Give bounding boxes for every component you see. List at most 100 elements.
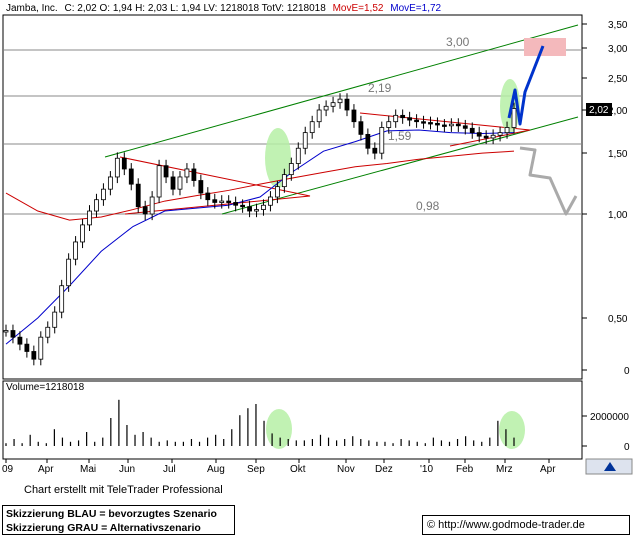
price-candle-body xyxy=(351,109,357,123)
time-tick-label: Aug xyxy=(207,464,225,475)
level-label: 3,00 xyxy=(446,35,470,49)
price-candle-body xyxy=(170,176,176,190)
highlight-ellipses xyxy=(265,38,566,449)
price-candle-body xyxy=(442,124,447,127)
price-candle-body xyxy=(448,123,454,127)
price-candle-body xyxy=(386,121,392,128)
price-candle-body xyxy=(358,121,364,135)
source-link[interactable]: © http://www.godmode-trader.de xyxy=(422,515,630,535)
current-price-label: 2,02 xyxy=(589,105,609,116)
chart-credit: Chart erstellt mit TeleTrader Profession… xyxy=(24,484,223,496)
volume-panel-frame xyxy=(2,380,583,460)
volume-bars xyxy=(5,399,515,446)
level-label: 2,19 xyxy=(368,81,392,95)
price-candle-body xyxy=(177,176,183,190)
ma2-readout: MovE=1,72 xyxy=(390,3,441,14)
volume-highlight-2 xyxy=(499,411,525,449)
price-candle-body xyxy=(414,119,419,123)
red-triangle-1 xyxy=(119,156,311,215)
instrument-name: Jamba, Inc. xyxy=(6,3,58,14)
price-candle-body xyxy=(212,199,218,203)
price-candle-body xyxy=(114,157,120,178)
time-tick-label: Mai xyxy=(80,464,96,475)
price-candle-body xyxy=(421,121,426,124)
price-candle-body xyxy=(66,258,72,287)
price-candle-body xyxy=(483,135,489,139)
price-candle-body xyxy=(73,241,78,260)
upper-channel-line xyxy=(104,24,579,158)
level-label: 0,98 xyxy=(416,199,440,213)
price-candle-body xyxy=(233,202,239,206)
price-candle-body xyxy=(87,210,92,226)
price-candle-body xyxy=(101,188,106,201)
price-candle-body xyxy=(428,122,433,125)
time-tick-label: Okt xyxy=(290,464,306,475)
target-zone-box xyxy=(524,38,566,56)
price-candle-body xyxy=(316,109,322,123)
price-candle-body xyxy=(274,186,280,198)
grey-scenario-path xyxy=(519,146,578,216)
price-candle-body xyxy=(107,176,113,190)
price-tick-label: 1,50 xyxy=(608,149,628,160)
time-tick-label: Feb xyxy=(456,464,474,475)
price-candle-body xyxy=(121,157,127,170)
time-tick-label: Nov xyxy=(337,464,355,475)
price-candle-body xyxy=(365,133,371,149)
price-candle-body xyxy=(511,108,517,128)
price-candle-body xyxy=(17,336,23,345)
blue-scenario-path xyxy=(507,45,545,126)
price-candle-body xyxy=(435,122,440,126)
price-candle-body xyxy=(393,114,399,123)
price-tick-label: 3,00 xyxy=(608,44,628,55)
price-candle-body xyxy=(372,147,378,154)
ma1-readout: MovE=1,52 xyxy=(333,3,384,14)
price-candle-body xyxy=(288,163,294,176)
price-candle-body xyxy=(128,168,134,185)
price-candle-body xyxy=(94,199,99,212)
price-candle-body xyxy=(52,311,58,328)
time-tick-label: Apr xyxy=(38,464,54,475)
time-tick-label: Sep xyxy=(247,464,265,475)
price-candle-body xyxy=(281,174,287,188)
volume-axis: 2000000 0 xyxy=(582,412,630,453)
price-candle-body xyxy=(268,196,273,206)
price-tick-label: 2,50 xyxy=(608,74,628,85)
header-title: Jamba, Inc. C: 2,02 O: 1,94 H: 2,03 L: 1… xyxy=(6,3,442,14)
volume-tick-label: 2000000 xyxy=(590,412,629,423)
price-candle-body xyxy=(504,127,510,134)
price-candle-body xyxy=(226,200,232,203)
lower-channel-line xyxy=(221,116,579,215)
time-tick-label: Mrz xyxy=(496,464,513,475)
scenario-legend: Skizzierung BLAU = bevorzugtes Szenario … xyxy=(2,505,235,535)
price-candle-body xyxy=(476,132,482,137)
price-candle-body xyxy=(219,200,225,203)
price-candle-body xyxy=(205,192,211,201)
time-tick-label: Jul xyxy=(163,464,176,475)
price-candle-body xyxy=(407,117,413,121)
time-tick-label: '10 xyxy=(420,464,433,475)
price-candle-body xyxy=(247,206,252,212)
price-candle-body xyxy=(10,330,16,338)
legend-grey: Skizzierung GRAU = Alternativszenario xyxy=(6,522,201,534)
scenario-sketches xyxy=(507,45,578,216)
price-candle-body xyxy=(295,147,301,164)
chart-menu-icon[interactable] xyxy=(604,462,616,471)
price-candle-body xyxy=(254,209,259,212)
price-axis: 3,50 3,00 2,50 2,00 1,50 1,00 0,50 0 xyxy=(582,20,630,377)
price-candle-body xyxy=(45,326,51,338)
current-price-box xyxy=(586,103,612,116)
price-candle-body xyxy=(24,343,30,352)
price-tick-label: 0,50 xyxy=(608,314,628,325)
price-candle-body xyxy=(59,285,65,313)
price-tick-label: 3,50 xyxy=(608,20,628,31)
price-candle-body xyxy=(240,204,246,208)
time-tick-label: 09 xyxy=(2,464,14,475)
price-candle-body xyxy=(379,127,385,154)
time-tick-label: Dez xyxy=(375,464,393,475)
price-candle-body xyxy=(302,132,308,149)
legend-blue: Skizzierung BLAU = bevorzugtes Szenario xyxy=(6,508,217,520)
price-candle-body xyxy=(135,183,141,208)
volume-label: Volume=1218018 xyxy=(6,382,85,393)
price-candle-body xyxy=(462,125,468,129)
price-candle-body xyxy=(38,336,44,360)
